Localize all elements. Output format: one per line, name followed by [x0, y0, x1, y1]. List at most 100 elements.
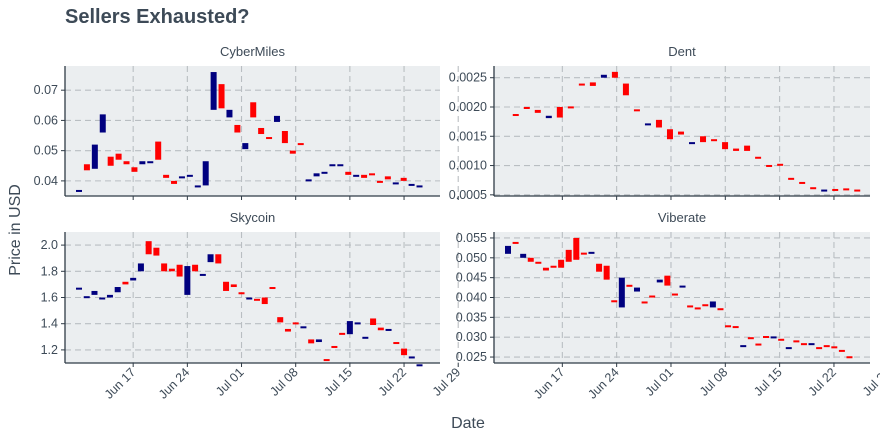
candle — [677, 131, 684, 135]
candle — [223, 281, 230, 291]
candle — [354, 322, 361, 325]
candle — [755, 343, 762, 346]
candle — [778, 338, 785, 341]
candle — [107, 156, 114, 166]
candle — [115, 153, 122, 160]
y-tick-label: 0.04 — [34, 174, 58, 188]
y-tick-label: 1.2 — [41, 343, 58, 357]
candle — [788, 177, 795, 180]
facets: CyberMiles 0.04 0.05 0.06 0.07 Dent 0.0005 0.00… — [34, 44, 880, 402]
candle — [321, 171, 328, 174]
candle — [323, 359, 330, 362]
candle — [573, 237, 580, 260]
x-axis-title: Date — [451, 415, 485, 432]
candle — [722, 142, 729, 150]
candle — [192, 264, 199, 272]
candle — [534, 109, 541, 113]
candle — [361, 174, 368, 178]
candle — [717, 308, 724, 311]
candle — [305, 179, 312, 182]
candle — [392, 182, 399, 185]
candle — [687, 305, 694, 308]
candle — [641, 301, 648, 304]
candle — [580, 252, 587, 255]
chart-title: Sellers Exhausted? — [65, 6, 250, 28]
facet-title: Skycoin — [230, 210, 276, 225]
candle — [600, 74, 607, 78]
candle — [655, 119, 662, 128]
candle — [163, 174, 170, 178]
candle — [542, 267, 549, 271]
candle — [210, 72, 217, 110]
candle — [353, 174, 360, 177]
candle — [810, 187, 817, 190]
candle — [91, 290, 98, 295]
candle — [656, 279, 663, 283]
facet-skycoin: Skycoin 1.2 1.4 1.6 1.8 2.0 Jun 17 Jun 24 Jul 01… — [41, 210, 464, 402]
candle — [123, 161, 130, 165]
candle — [556, 106, 563, 118]
candle — [709, 301, 716, 308]
candle — [505, 245, 511, 254]
candle — [611, 71, 618, 78]
panel-background — [65, 232, 440, 363]
facet-title: CyberMiles — [220, 44, 286, 59]
candle — [408, 356, 415, 359]
y-tick-label: 0.0020 — [449, 100, 487, 114]
y-tick-label: 0.0005 — [449, 188, 487, 202]
candle — [393, 342, 400, 345]
candle — [281, 131, 288, 144]
candle — [671, 293, 678, 296]
x-tick-label: Jun 24 — [585, 365, 621, 401]
candle — [770, 336, 777, 339]
candle — [523, 106, 530, 109]
y-tick-label: 2.0 — [41, 238, 58, 252]
candle — [416, 364, 423, 367]
candle — [596, 263, 603, 272]
candle — [186, 174, 193, 177]
candle — [155, 141, 162, 160]
candle — [512, 114, 519, 117]
candle — [161, 263, 168, 272]
candle — [91, 144, 98, 169]
y-tick-label: 1.4 — [41, 317, 58, 331]
candle — [266, 137, 273, 140]
facet-title: Dent — [668, 44, 696, 59]
candle — [376, 180, 383, 183]
candle — [740, 345, 747, 348]
candle — [766, 164, 773, 167]
candle — [732, 326, 739, 329]
candle — [178, 176, 185, 179]
candle — [550, 265, 557, 268]
candle — [313, 173, 320, 177]
candle — [250, 102, 257, 118]
x-tick-label: Jul 01 — [643, 365, 677, 399]
y-tick-label: 0.030 — [456, 330, 487, 344]
candle — [589, 82, 596, 86]
y-tick-label: 0.055 — [456, 231, 487, 245]
candle — [218, 84, 225, 109]
candle — [633, 109, 640, 112]
candle — [702, 304, 709, 307]
candle — [230, 284, 237, 288]
candle — [618, 277, 625, 308]
candle — [277, 317, 284, 323]
candle — [733, 148, 740, 151]
candle — [565, 249, 572, 262]
candle — [400, 177, 407, 181]
candle — [626, 284, 633, 287]
candle — [258, 127, 265, 135]
candle — [315, 339, 322, 343]
candle — [711, 139, 718, 142]
candle — [578, 83, 585, 86]
candle — [76, 287, 82, 290]
candle — [832, 188, 839, 191]
candle — [106, 294, 113, 298]
candle — [147, 161, 154, 164]
candle — [808, 343, 815, 346]
candle — [823, 345, 830, 348]
candle — [297, 143, 304, 146]
candle — [369, 173, 376, 176]
candle — [122, 281, 129, 285]
candle — [611, 300, 618, 303]
